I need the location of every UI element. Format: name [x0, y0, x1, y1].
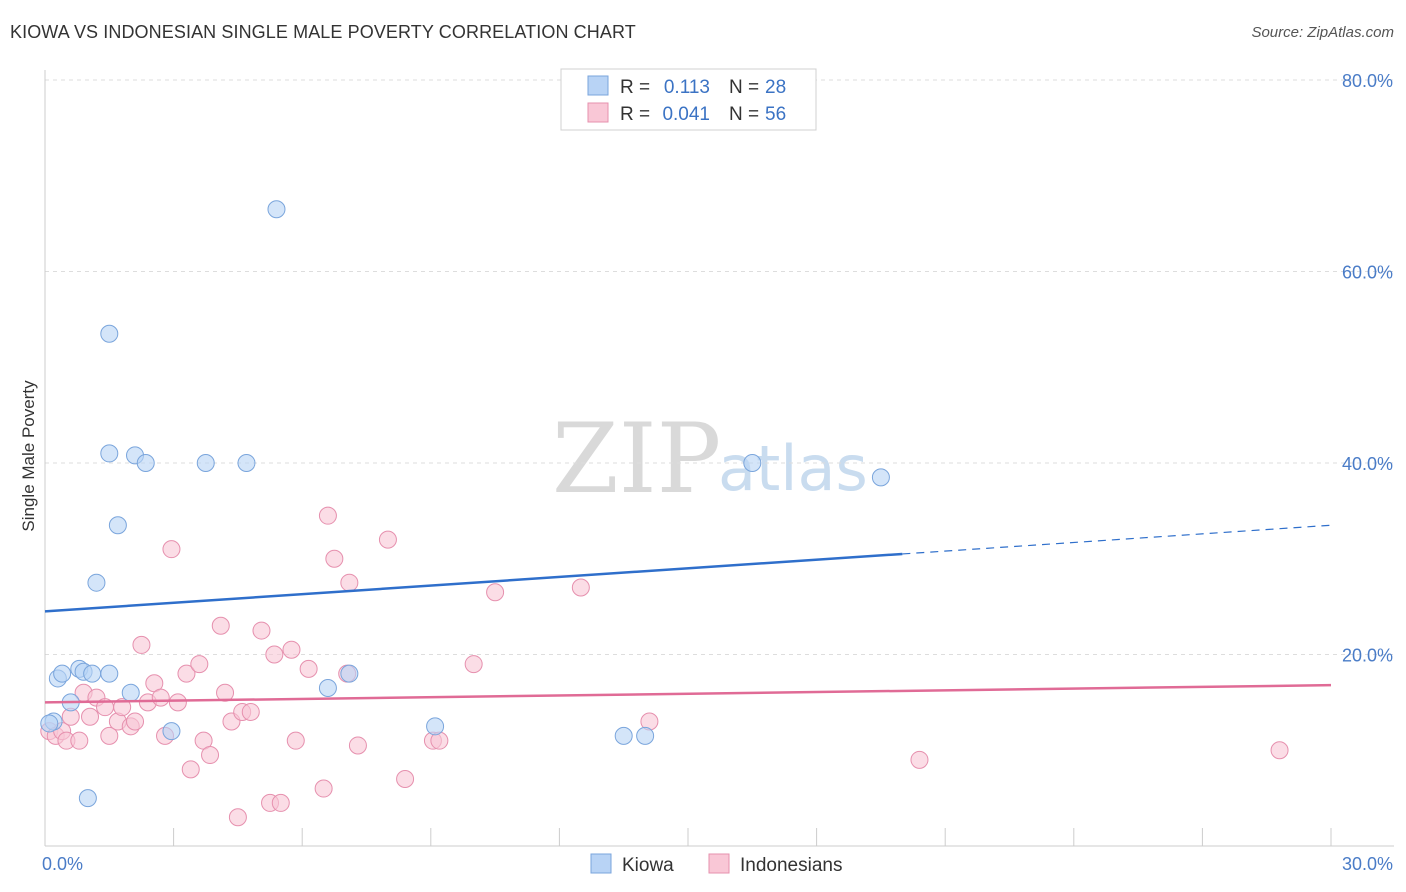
series-legend-label-indonesians: Indonesians	[740, 855, 842, 876]
indonesians-point	[286, 731, 305, 750]
watermark: ZIP atlas	[552, 403, 868, 515]
kiowa-point	[87, 573, 106, 592]
indonesians-point	[396, 769, 415, 788]
indonesians-point	[318, 506, 337, 525]
y-tick-label: 80.0%	[1342, 71, 1393, 91]
kiowa-point	[53, 664, 72, 683]
legend-swatch-kiowa	[587, 75, 609, 96]
kiowa-trend-extension	[902, 524, 1332, 555]
indonesians-point	[265, 645, 284, 664]
y-tick-label: 40.0%	[1342, 454, 1393, 474]
kiowa-point	[83, 664, 102, 683]
chart-title: KIOWA VS INDONESIAN SINGLE MALE POVERTY …	[10, 22, 636, 42]
indonesians-point	[211, 616, 230, 635]
kiowa-point	[340, 664, 359, 683]
source-credit: Source: ZipAtlas.com	[1251, 24, 1394, 41]
indonesians-point	[571, 578, 590, 597]
indonesians-point	[201, 746, 220, 765]
y-tick-label: 60.0%	[1342, 263, 1393, 283]
kiowa-point	[100, 664, 119, 683]
indonesians-point	[282, 640, 301, 659]
watermark-zip: ZIP	[552, 403, 721, 515]
series-legend-swatch-indonesians	[708, 853, 730, 874]
indonesians-trend-line	[44, 683, 1332, 704]
indonesians-point	[378, 530, 397, 549]
kiowa-point	[136, 454, 155, 472]
indonesians-point	[228, 808, 247, 827]
indonesians-point	[314, 779, 333, 798]
gridlines	[45, 79, 1394, 655]
indonesians-point	[81, 707, 100, 726]
indonesians-point	[132, 635, 151, 654]
indonesians-point	[348, 736, 367, 755]
indonesians-point	[181, 760, 200, 779]
kiowa-point	[871, 468, 890, 487]
kiowa-point	[318, 679, 337, 698]
indonesians-point	[252, 621, 271, 640]
legend-swatch-indonesians	[587, 102, 609, 123]
legend-r-value-kiowa: 0.113	[664, 77, 710, 98]
indonesians-point	[113, 698, 132, 717]
legend-r-value-indonesians: 0.041	[662, 104, 710, 125]
legend-r-label-kiowa: R =	[620, 77, 650, 98]
watermark-atlas: atlas	[718, 432, 868, 505]
indonesians-point	[464, 655, 483, 674]
indonesians-point	[216, 683, 235, 702]
legend-r-label-indonesians: R =	[620, 104, 650, 125]
legend-n-value-kiowa: 28	[765, 77, 786, 98]
kiowa-point	[743, 454, 762, 472]
indonesians-point	[177, 664, 196, 683]
indonesians-point	[168, 693, 187, 712]
kiowa-points	[40, 200, 890, 808]
indonesians-point	[486, 583, 505, 602]
legend-n-label-indonesians: N =	[729, 104, 759, 125]
y-axis-title: Single Male Poverty	[19, 380, 38, 532]
indonesians-point	[100, 726, 119, 745]
legend-n-label-kiowa: N =	[729, 77, 759, 98]
x-tick-label: 0.0%	[42, 854, 83, 874]
kiowa-point	[614, 726, 633, 745]
kiowa-trend-line	[44, 552, 903, 613]
indonesians-point	[271, 793, 290, 812]
kiowa-point	[636, 726, 655, 745]
kiowa-point	[121, 683, 140, 702]
indonesians-point	[1270, 741, 1289, 760]
series-legend-label-kiowa: Kiowa	[622, 855, 674, 876]
kiowa-point	[100, 444, 119, 463]
kiowa-point	[78, 789, 97, 808]
correlation-legend: R = 0.113 N = 28 R = 0.041 N = 56	[560, 68, 817, 131]
y-axis-tick-labels: 20.0% 40.0% 60.0% 80.0%	[1342, 71, 1393, 666]
indonesians-point	[325, 549, 344, 568]
kiowa-point	[40, 714, 59, 733]
kiowa-point	[108, 516, 127, 535]
series-legend-swatch-kiowa	[590, 853, 612, 874]
indonesians-point	[190, 655, 209, 674]
kiowa-point	[237, 454, 256, 472]
indonesians-point	[910, 750, 929, 769]
kiowa-point	[100, 324, 119, 343]
trend-lines	[44, 524, 1332, 704]
y-tick-label: 20.0%	[1342, 646, 1393, 666]
indonesians-point	[151, 688, 170, 707]
kiowa-point	[426, 717, 445, 736]
kiowa-point	[162, 722, 181, 741]
kiowa-point	[196, 454, 215, 472]
x-axis-ticks	[44, 828, 1332, 846]
legend-n-value-indonesians: 56	[765, 104, 786, 125]
indonesians-point	[162, 540, 181, 559]
x-tick-label: 30.0%	[1342, 854, 1393, 874]
indonesians-point	[241, 702, 260, 721]
x-axis-tick-labels: 0.0% 30.0%	[42, 854, 1393, 874]
indonesians-point	[70, 731, 89, 750]
indonesians-point	[126, 712, 145, 731]
indonesians-point	[340, 573, 359, 592]
indonesians-point	[299, 659, 318, 678]
indonesians-points	[40, 506, 1289, 827]
series-legend: Kiowa Indonesians	[590, 853, 842, 876]
kiowa-point	[267, 200, 286, 219]
